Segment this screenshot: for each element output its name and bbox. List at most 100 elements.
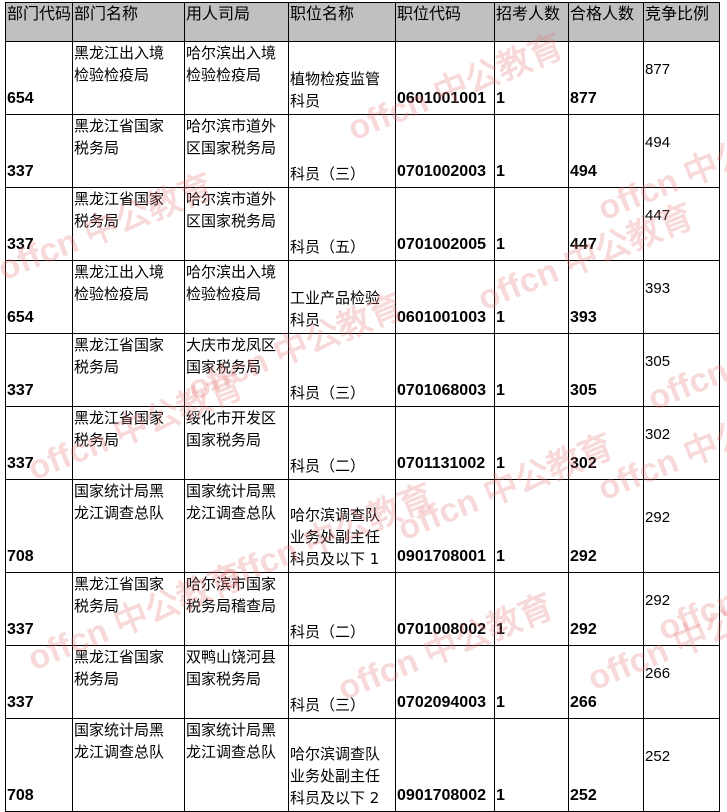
- dept-name-cell-line: 黑龙江省国家: [74, 117, 165, 135]
- dept-name-cell-line: 国家统计局黑: [74, 721, 165, 739]
- dept-name-cell-line: 国家统计局黑: [74, 482, 165, 500]
- bureau-cell: 国家统计局黑 龙江调查总队: [184, 718, 290, 812]
- dept-name-cell: 黑龙江省国家 税务局: [72, 406, 186, 480]
- dept-name-cell-line: 黑龙江省国家: [74, 190, 165, 208]
- table-row: 337 黑龙江省国家 税务局 哈尔滨市道外 区国家税务局 科员（五） 0701002005 1…: [4, 187, 721, 261]
- competition-ratio-cell: 266: [643, 645, 721, 719]
- dept-name-cell-line: 黑龙江出入境: [74, 263, 165, 281]
- position-cell: 工业产品检验 科员: [288, 260, 397, 334]
- position-cell: 植物检疫监管 科员: [288, 41, 397, 115]
- position-cell-line: [290, 433, 394, 455]
- position-code-cell: 0901708001: [395, 479, 496, 573]
- dept-name-cell: 国家统计局黑 龙江调查总队: [72, 479, 186, 573]
- recruit-count-cell: 1: [494, 406, 570, 480]
- position-cell-line: 科员: [290, 92, 321, 110]
- bureau-cell-line: 国家税务局: [186, 670, 262, 688]
- results-table: 部门代码 部门名称 用人司局 职位名称 职位代码 招考人数 合格人数 竞争比例 654 黑龙江出…: [4, 2, 721, 812]
- position-cell-line: 业务处副主任: [290, 767, 381, 785]
- dept-name-cell: 黑龙江省国家 税务局: [72, 333, 186, 407]
- qualified-count-cell: 252: [568, 718, 645, 812]
- recruit-count-cell: 1: [494, 645, 570, 719]
- recruit-count-cell: 1: [494, 260, 570, 334]
- bureau-cell-line: 哈尔滨出入境: [186, 44, 277, 62]
- bureau-cell-line: 龙江调查总队: [186, 743, 277, 761]
- dept-name-cell-line: 龙江调查总队: [74, 743, 165, 761]
- position-code-cell: 0701002003: [395, 114, 496, 188]
- position-code-cell: 0701131002: [395, 406, 496, 480]
- position-cell-line: [290, 214, 394, 236]
- competition-ratio-cell: 393: [643, 260, 721, 334]
- dept-name-cell-line: 税务局: [74, 597, 120, 615]
- competition-ratio-cell: 292: [643, 479, 721, 573]
- qualified-count-cell: 447: [568, 187, 645, 261]
- table-row: 337 黑龙江省国家 税务局 双鸭山饶河县 国家税务局 科员（三） 0702094003 1 2…: [4, 645, 721, 719]
- column-header: 部门代码: [4, 2, 74, 42]
- bureau-cell-line: 国家税务局: [186, 431, 262, 449]
- position-cell-line: 科员（二）: [290, 457, 366, 475]
- column-header: 用人司局: [184, 2, 290, 42]
- position-cell: 哈尔滨调查队 业务处副主任 科员及以下 1: [288, 479, 397, 573]
- dept-code-cell: 337: [4, 114, 74, 188]
- position-cell-line: 科员: [290, 311, 321, 329]
- column-header: 职位名称: [288, 2, 397, 42]
- position-cell: 科员（三）: [288, 645, 397, 719]
- table-row: 337 黑龙江省国家 税务局 绥化市开发区 国家税务局 科员（二） 0701131002 1 3…: [4, 406, 721, 480]
- dept-name-cell: 黑龙江省国家 税务局: [72, 572, 186, 646]
- dept-name-cell-line: 龙江调查总队: [74, 504, 165, 522]
- table-row: 708 国家统计局黑 龙江调查总队 国家统计局黑 龙江调查总队 哈尔滨调查队 业务处副主任科…: [4, 718, 721, 812]
- position-code-cell: 0601001003: [395, 260, 496, 334]
- position-cell: 哈尔滨调查队 业务处副主任 科员及以下 2: [288, 718, 397, 812]
- position-cell-line: [290, 599, 394, 621]
- qualified-count-cell: 393: [568, 260, 645, 334]
- bureau-cell: 国家统计局黑 龙江调查总队: [184, 479, 290, 573]
- dept-name-cell: 黑龙江省国家 税务局: [72, 187, 186, 261]
- bureau-cell-line: 绥化市开发区: [186, 409, 277, 427]
- qualified-count-cell: 305: [568, 333, 645, 407]
- competition-ratio-cell: 447: [643, 187, 721, 261]
- dept-name-cell-line: 黑龙江出入境: [74, 44, 165, 62]
- competition-ratio-cell: 305: [643, 333, 721, 407]
- bureau-cell-line: 国家税务局: [186, 358, 262, 376]
- bureau-cell: 哈尔滨出入境 检验检疫局: [184, 260, 290, 334]
- dept-name-cell: 黑龙江省国家 税务局: [72, 114, 186, 188]
- dept-name-cell-line: 税务局: [74, 670, 120, 688]
- bureau-cell: 哈尔滨市道外 区国家税务局: [184, 187, 290, 261]
- qualified-count-cell: 266: [568, 645, 645, 719]
- competition-ratio-cell: 252: [643, 718, 721, 812]
- dept-code-cell: 654: [4, 260, 74, 334]
- competition-ratio-cell: 494: [643, 114, 721, 188]
- position-code-cell: 0702094003: [395, 645, 496, 719]
- header-row: 部门代码 部门名称 用人司局 职位名称 职位代码 招考人数 合格人数 竞争比例: [4, 2, 721, 42]
- dept-name-cell-line: 税务局: [74, 212, 120, 230]
- bureau-cell-line: 哈尔滨市国家: [186, 575, 277, 593]
- recruit-count-cell: 1: [494, 187, 570, 261]
- position-cell-line: 科员（五）: [290, 238, 366, 256]
- position-code-cell: 0601001001: [395, 41, 496, 115]
- position-cell-line: [290, 672, 394, 694]
- dept-name-cell: 黑龙江出入境 检验检疫局: [72, 41, 186, 115]
- dept-name-cell-line: 黑龙江省国家: [74, 575, 165, 593]
- position-code-cell: 0701002005: [395, 187, 496, 261]
- bureau-cell: 大庆市龙凤区 国家税务局: [184, 333, 290, 407]
- qualified-count-cell: 292: [568, 572, 645, 646]
- bureau-cell-line: 区国家税务局: [186, 212, 277, 230]
- bureau-cell: 双鸭山饶河县 国家税务局: [184, 645, 290, 719]
- bureau-cell: 哈尔滨出入境 检验检疫局: [184, 41, 290, 115]
- position-cell-line: 科员（三）: [290, 384, 366, 402]
- position-cell-line: [290, 360, 394, 382]
- column-header: 职位代码: [395, 2, 496, 42]
- position-cell-line: 哈尔滨调查队: [290, 506, 381, 524]
- bureau-cell: 绥化市开发区 国家税务局: [184, 406, 290, 480]
- competition-ratio-cell: 292: [643, 572, 721, 646]
- dept-code-cell: 337: [4, 572, 74, 646]
- position-cell-line: 植物检疫监管: [290, 70, 381, 88]
- dept-code-cell: 337: [4, 333, 74, 407]
- competition-ratio-cell: 302: [643, 406, 721, 480]
- dept-name-cell: 黑龙江出入境 检验检疫局: [72, 260, 186, 334]
- dept-name-cell-line: 黑龙江省国家: [74, 336, 165, 354]
- bureau-cell-line: 哈尔滨出入境: [186, 263, 277, 281]
- bureau-cell-line: 检验检疫局: [186, 66, 262, 84]
- qualified-count-cell: 877: [568, 41, 645, 115]
- table-row: 654 黑龙江出入境 检验检疫局 哈尔滨出入境 检验检疫局 植物检疫监管 科员 0601001…: [4, 41, 721, 115]
- position-code-cell: 0701008002: [395, 572, 496, 646]
